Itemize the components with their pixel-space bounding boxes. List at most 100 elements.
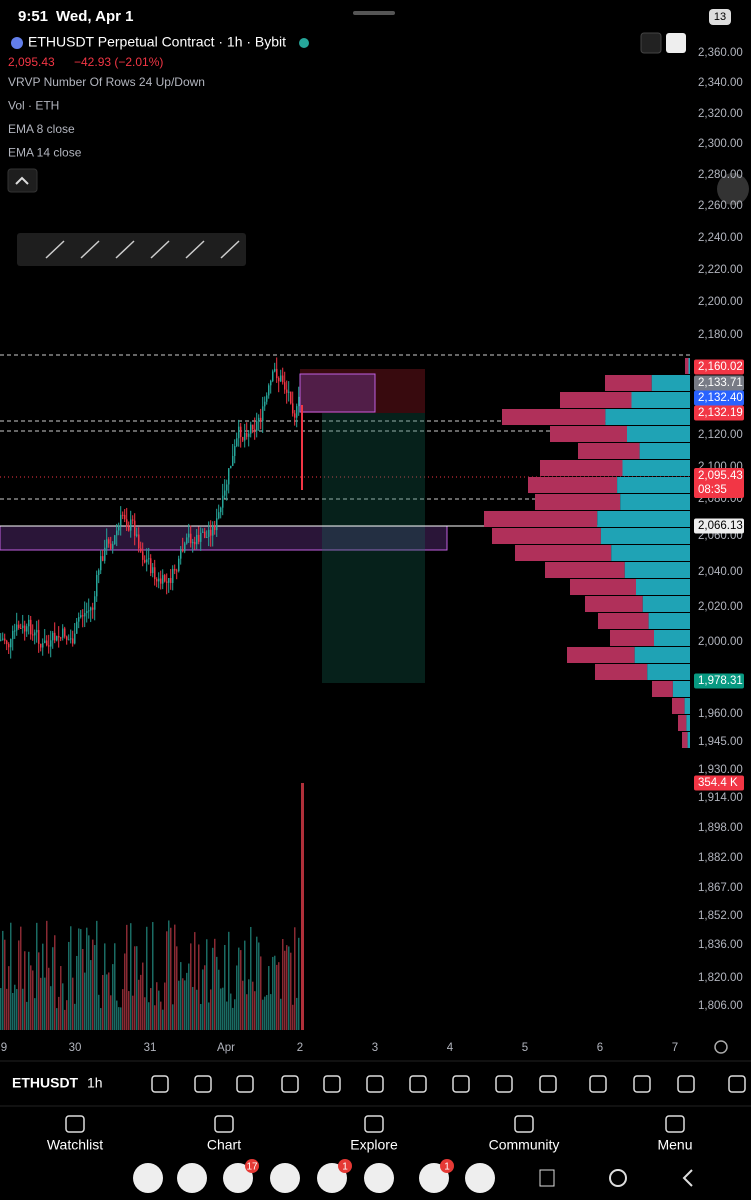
candle-body: [40, 643, 42, 648]
app-icon[interactable]: [317, 1163, 347, 1193]
nav-icon[interactable]: [665, 1115, 685, 1133]
battery: [709, 9, 731, 25]
toolbar-icon[interactable]: [677, 1075, 695, 1093]
candle-body: [152, 567, 154, 574]
candle-body: [136, 534, 138, 536]
volume-bar: [244, 940, 246, 1030]
candle-body: [66, 636, 68, 640]
nav-label[interactable]: Community: [489, 1137, 560, 1153]
volume-bar: [254, 991, 256, 1030]
drawing-tool[interactable]: [80, 240, 100, 259]
toolbar-icon[interactable]: [633, 1075, 651, 1093]
volume-bar: [180, 962, 182, 1030]
indicator-label[interactable]: EMA 14 close: [8, 146, 82, 160]
handle: [353, 11, 395, 15]
profile-down: [684, 698, 690, 714]
nav-home[interactable]: [609, 1169, 627, 1187]
toolbar-icon[interactable]: [236, 1075, 254, 1093]
app-icon[interactable]: [177, 1163, 207, 1193]
toolbar-interval[interactable]: 1h: [87, 1075, 103, 1091]
drawing-tool[interactable]: [150, 240, 170, 259]
volume-bar: [150, 988, 152, 1030]
edit-button[interactable]: [717, 173, 749, 205]
toolbar-icon[interactable]: [452, 1075, 470, 1093]
volume-bar: [248, 979, 250, 1030]
candle-body: [180, 549, 182, 559]
toolbar-icon[interactable]: [281, 1075, 299, 1093]
volume-bar: [280, 998, 282, 1030]
btn-fullscreen[interactable]: [666, 33, 686, 53]
app-icon[interactable]: [223, 1163, 253, 1193]
volume-bar: [92, 939, 94, 1030]
toolbar-symbol[interactable]: ETHUSDT: [12, 1075, 79, 1091]
candle-body: [128, 526, 130, 531]
volume-axis-label: 1,806.00: [698, 1000, 743, 1012]
nav-back[interactable]: [682, 1169, 693, 1187]
volume-bar: [32, 970, 34, 1030]
settings-icon[interactable]: [714, 1040, 728, 1054]
indicator-label[interactable]: EMA 8 close: [8, 122, 75, 136]
nav-label[interactable]: Menu: [657, 1137, 692, 1153]
candle-body: [288, 391, 290, 393]
volume-bar: [114, 943, 116, 1030]
drawing-tool[interactable]: [115, 240, 135, 259]
toolbar-icon[interactable]: [495, 1075, 513, 1093]
toolbar-icon[interactable]: [728, 1075, 746, 1093]
btn-down[interactable]: [640, 32, 662, 54]
nav-icon[interactable]: [65, 1115, 85, 1133]
candle-body: [158, 578, 160, 582]
price-axis-label: 2,220.00: [698, 264, 743, 276]
toolbar-icon[interactable]: [366, 1075, 384, 1093]
volume-bar: [178, 980, 180, 1030]
toolbar-icon[interactable]: [151, 1075, 169, 1093]
app-icon[interactable]: [270, 1163, 300, 1193]
nav-label[interactable]: Watchlist: [47, 1137, 103, 1153]
last-price: 2,095.43: [8, 55, 55, 69]
nav-label[interactable]: Explore: [350, 1137, 398, 1153]
price-axis-label: 2,200.00: [698, 296, 743, 308]
toolbar-icon[interactable]: [589, 1075, 607, 1093]
profile-up: [605, 375, 652, 391]
nav-recents[interactable]: [539, 1169, 555, 1187]
candle-body: [268, 385, 270, 396]
app-icon[interactable]: [419, 1163, 449, 1193]
nav-icon[interactable]: [514, 1115, 534, 1133]
price-axis-label: 2,260.00: [698, 200, 743, 212]
volume-bar: [216, 956, 218, 1030]
candle-body: [226, 484, 228, 491]
volume-bar: [54, 935, 56, 1030]
volume-bar: [70, 926, 72, 1030]
drawing-tool[interactable]: [220, 240, 240, 259]
nav-icon[interactable]: [214, 1115, 234, 1133]
candle-body: [42, 643, 44, 648]
volume-bar: [152, 922, 154, 1030]
nav-label[interactable]: Chart: [207, 1137, 241, 1153]
candle-body: [72, 638, 74, 644]
toolbar-icon[interactable]: [539, 1075, 557, 1093]
candle-body: [292, 403, 294, 414]
candle-body: [120, 514, 122, 526]
candle-body: [114, 535, 116, 545]
volume-bar: [224, 944, 226, 1030]
app-icon[interactable]: [133, 1163, 163, 1193]
indicator-label[interactable]: VRVP Number Of Rows 24 Up/Down: [8, 75, 205, 89]
volume-bar: [26, 1001, 28, 1030]
candle-body: [144, 559, 146, 563]
drawing-tool[interactable]: [185, 240, 205, 259]
profile-down: [634, 647, 690, 663]
indicator-label[interactable]: Vol · ETH: [8, 99, 59, 113]
collapse-button[interactable]: [7, 168, 38, 193]
volume-bar: [140, 974, 142, 1030]
drawing-tool[interactable]: [45, 240, 65, 259]
app-icon[interactable]: [364, 1163, 394, 1193]
toolbar-icon[interactable]: [409, 1075, 427, 1093]
volume-bar: [270, 994, 272, 1030]
candle-body: [230, 465, 232, 469]
toolbar-icon[interactable]: [194, 1075, 212, 1093]
toolbar-icon[interactable]: [323, 1075, 341, 1093]
candle-body: [164, 575, 166, 582]
app-icon[interactable]: [465, 1163, 495, 1193]
candle-body: [18, 624, 20, 628]
nav-icon[interactable]: [364, 1115, 384, 1133]
